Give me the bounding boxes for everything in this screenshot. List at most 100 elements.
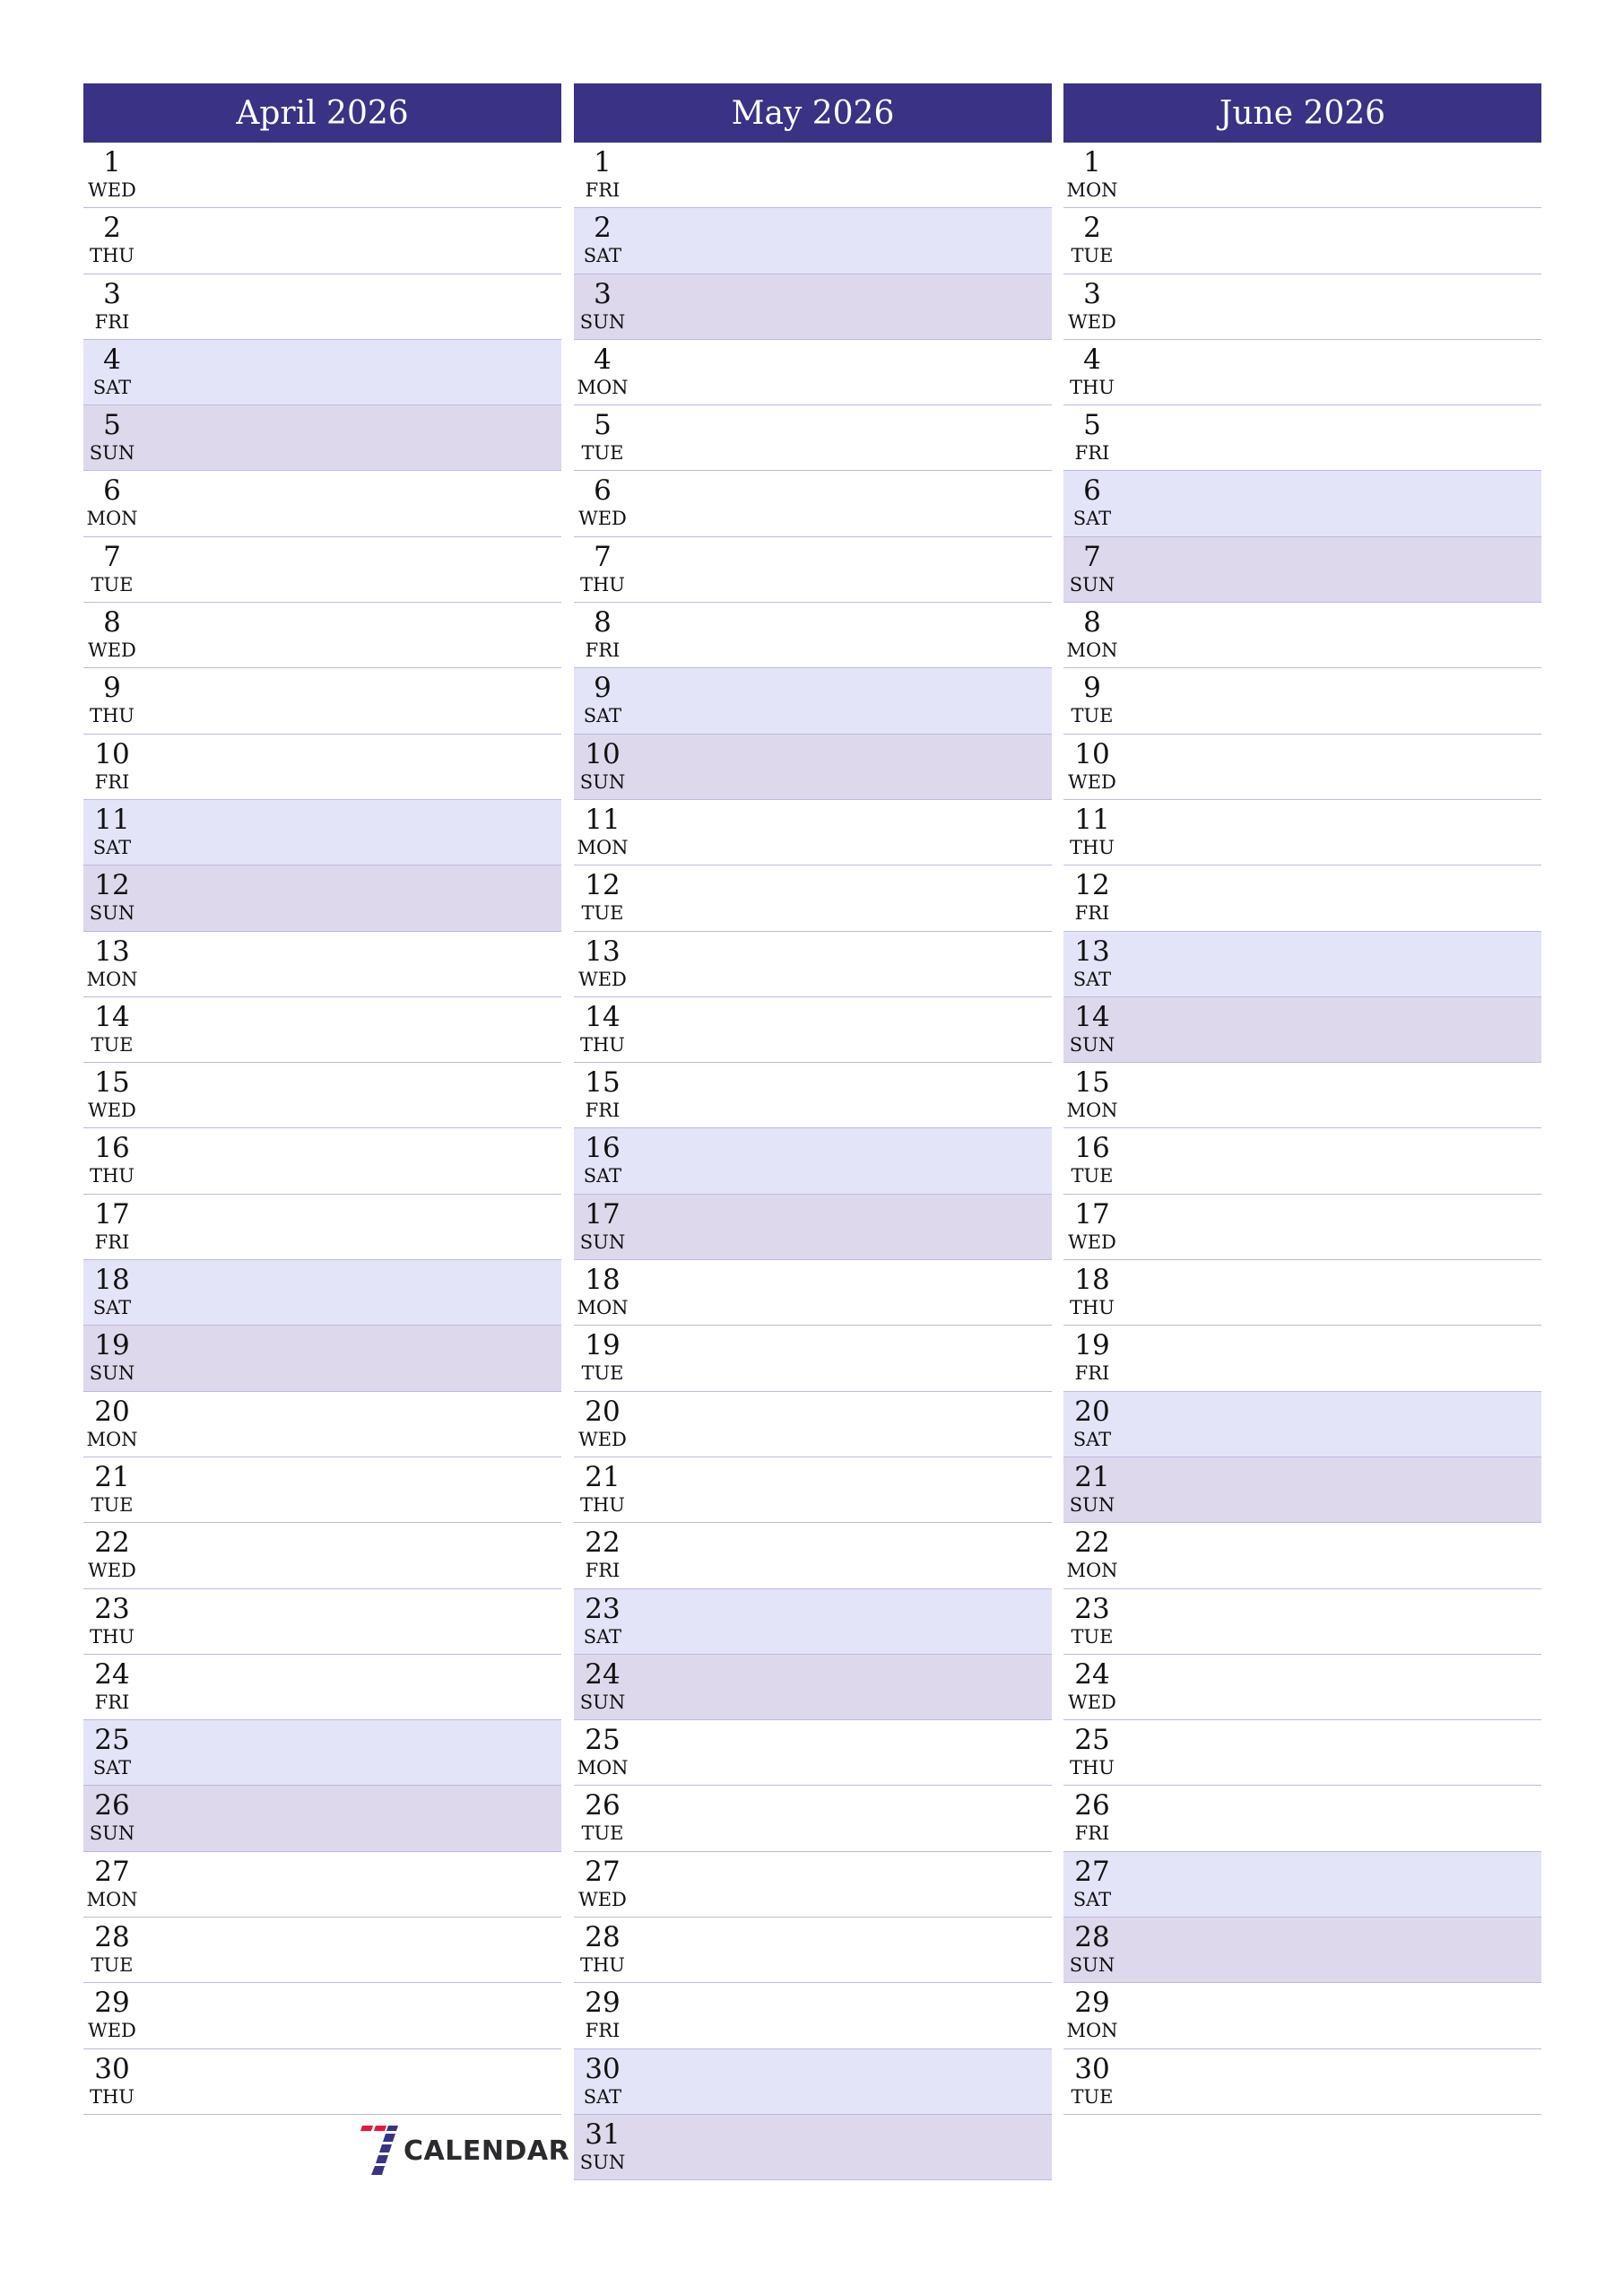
day-row[interactable]: 6 WED bbox=[574, 471, 1052, 537]
day-row[interactable]: 16 SAT bbox=[574, 1128, 1052, 1195]
day-row[interactable]: 28 THU bbox=[574, 1918, 1052, 1984]
weekday-label: FRI bbox=[94, 1231, 130, 1253]
day-row[interactable]: 19 FRI bbox=[1063, 1326, 1541, 1392]
day-row[interactable]: 17 WED bbox=[1063, 1195, 1541, 1261]
day-row[interactable]: 17 FRI bbox=[83, 1195, 561, 1261]
day-row[interactable]: 25 SAT bbox=[83, 1720, 561, 1787]
day-row[interactable]: 24 SUN bbox=[574, 1654, 1052, 1721]
day-row[interactable]: 2 THU bbox=[83, 208, 561, 274]
day-row[interactable]: 11 SAT bbox=[83, 799, 561, 866]
day-row[interactable]: 26 FRI bbox=[1063, 1786, 1541, 1852]
day-row[interactable]: 19 TUE bbox=[574, 1326, 1052, 1392]
day-row[interactable]: 18 MON bbox=[574, 1260, 1052, 1326]
day-row[interactable]: 25 MON bbox=[574, 1720, 1052, 1787]
day-row[interactable]: 18 THU bbox=[1063, 1260, 1541, 1326]
day-row[interactable]: 24 WED bbox=[1063, 1655, 1541, 1721]
day-row[interactable]: 10 FRI bbox=[83, 735, 561, 800]
day-row[interactable]: 10 SUN bbox=[574, 734, 1052, 800]
day-row[interactable]: 21 TUE bbox=[83, 1457, 561, 1524]
day-row[interactable]: 23 THU bbox=[83, 1589, 561, 1655]
weekday-label: SAT bbox=[583, 705, 622, 727]
day-row[interactable]: 27 SAT bbox=[1063, 1851, 1541, 1918]
day-row[interactable]: 14 TUE bbox=[83, 997, 561, 1064]
day-number: 28 bbox=[585, 1921, 621, 1954]
day-number: 22 bbox=[1074, 1526, 1110, 1560]
day-row[interactable]: 13 SAT bbox=[1063, 931, 1541, 997]
day-row[interactable]: 5 SUN bbox=[83, 405, 561, 472]
day-row[interactable]: 29 WED bbox=[83, 1983, 561, 2049]
day-row[interactable]: 3 WED bbox=[1063, 274, 1541, 340]
day-row[interactable]: 13 MON bbox=[83, 932, 561, 997]
day-row[interactable]: 16 THU bbox=[83, 1128, 561, 1195]
day-row[interactable]: 9 SAT bbox=[574, 668, 1052, 735]
day-row[interactable]: 30 SAT bbox=[574, 2048, 1052, 2115]
day-row[interactable]: 16 TUE bbox=[1063, 1128, 1541, 1195]
day-row[interactable]: 7 SUN bbox=[1063, 536, 1541, 604]
day-row[interactable]: 7 THU bbox=[574, 537, 1052, 604]
day-row[interactable]: 5 FRI bbox=[1063, 405, 1541, 472]
day-row[interactable]: 29 MON bbox=[1063, 1983, 1541, 2049]
day-row[interactable]: 1 FRI bbox=[574, 143, 1052, 209]
day-row[interactable]: 8 WED bbox=[83, 603, 561, 669]
day-row[interactable]: 3 FRI bbox=[83, 274, 561, 340]
day-row[interactable]: 4 SAT bbox=[83, 339, 561, 406]
day-row[interactable]: 14 SUN bbox=[1063, 996, 1541, 1064]
day-row[interactable]: 17 SUN bbox=[574, 1194, 1052, 1261]
day-row[interactable]: 2 SAT bbox=[574, 208, 1052, 274]
day-row[interactable]: 2 TUE bbox=[1063, 208, 1541, 274]
day-row[interactable]: 3 SUN bbox=[574, 274, 1052, 340]
day-row[interactable]: 20 SAT bbox=[1063, 1391, 1541, 1457]
day-row[interactable]: 22 MON bbox=[1063, 1523, 1541, 1589]
day-row[interactable]: 1 WED bbox=[83, 143, 561, 209]
day-number: 17 bbox=[1074, 1197, 1110, 1231]
day-row[interactable]: 27 WED bbox=[574, 1852, 1052, 1918]
day-row[interactable]: 8 MON bbox=[1063, 603, 1541, 669]
day-row[interactable]: 23 TUE bbox=[1063, 1589, 1541, 1655]
day-row[interactable]: 18 SAT bbox=[83, 1260, 561, 1326]
day-row[interactable]: 28 SUN bbox=[1063, 1918, 1541, 1984]
day-row[interactable]: 12 FRI bbox=[1063, 865, 1541, 932]
day-row[interactable]: 11 THU bbox=[1063, 800, 1541, 866]
day-row[interactable]: 20 MON bbox=[83, 1392, 561, 1457]
day-row[interactable]: 26 TUE bbox=[574, 1786, 1052, 1852]
day-row[interactable]: 24 FRI bbox=[83, 1655, 561, 1721]
day-row[interactable]: 25 THU bbox=[1063, 1720, 1541, 1787]
day-row[interactable]: 6 MON bbox=[83, 471, 561, 537]
day-row[interactable]: 19 SUN bbox=[83, 1326, 561, 1392]
day-row[interactable]: 15 MON bbox=[1063, 1063, 1541, 1129]
day-row[interactable]: 21 SUN bbox=[1063, 1457, 1541, 1524]
day-row[interactable]: 12 TUE bbox=[574, 865, 1052, 932]
day-row[interactable]: 4 THU bbox=[1063, 340, 1541, 406]
day-number: 19 bbox=[1074, 1329, 1110, 1362]
day-row[interactable]: 15 WED bbox=[83, 1063, 561, 1129]
day-row[interactable]: 5 TUE bbox=[574, 405, 1052, 472]
day-row[interactable]: 27 MON bbox=[83, 1852, 561, 1918]
day-row[interactable]: 14 THU bbox=[574, 997, 1052, 1064]
day-row[interactable]: 9 THU bbox=[83, 668, 561, 735]
day-row[interactable]: 12 SUN bbox=[83, 865, 561, 932]
day-row[interactable]: 23 SAT bbox=[574, 1588, 1052, 1655]
day-row[interactable]: 9 TUE bbox=[1063, 668, 1541, 735]
day-row[interactable]: 20 WED bbox=[574, 1392, 1052, 1457]
day-row[interactable]: 30 THU bbox=[83, 2049, 561, 2115]
day-row[interactable]: 1 MON bbox=[1063, 143, 1541, 209]
day-row[interactable]: 22 WED bbox=[83, 1523, 561, 1589]
logo: CALENDAR bbox=[359, 2126, 569, 2176]
weekday-label: WED bbox=[578, 968, 627, 990]
day-row[interactable]: 7 TUE bbox=[83, 537, 561, 604]
day-row[interactable]: 8 FRI bbox=[574, 603, 1052, 669]
weekday-label: WED bbox=[1068, 1691, 1116, 1713]
day-row[interactable]: 11 MON bbox=[574, 800, 1052, 866]
day-row[interactable]: 26 SUN bbox=[83, 1786, 561, 1852]
day-row[interactable]: 6 SAT bbox=[1063, 471, 1541, 537]
day-row[interactable]: 31 SUN bbox=[574, 2114, 1052, 2181]
day-row[interactable]: 22 FRI bbox=[574, 1523, 1052, 1589]
day-row[interactable]: 10 WED bbox=[1063, 735, 1541, 800]
day-row[interactable]: 4 MON bbox=[574, 340, 1052, 406]
day-row[interactable]: 21 THU bbox=[574, 1457, 1052, 1524]
day-row[interactable]: 29 FRI bbox=[574, 1983, 1052, 2049]
day-row[interactable]: 15 FRI bbox=[574, 1063, 1052, 1129]
day-row[interactable]: 28 TUE bbox=[83, 1918, 561, 1984]
day-row[interactable]: 13 WED bbox=[574, 932, 1052, 997]
day-row[interactable]: 30 TUE bbox=[1063, 2049, 1541, 2115]
